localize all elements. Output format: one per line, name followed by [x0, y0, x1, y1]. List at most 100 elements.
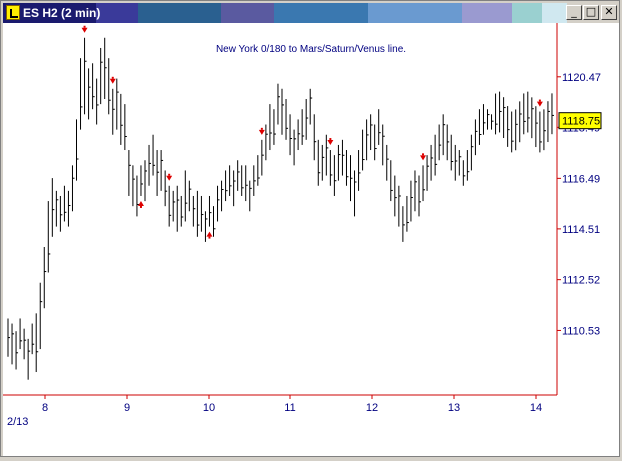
down-arrow-marker	[258, 129, 265, 135]
price-bar	[237, 160, 240, 191]
price-bar	[394, 175, 397, 217]
price-bar	[132, 165, 135, 207]
price-bars	[7, 37, 554, 380]
price-bar	[458, 150, 462, 176]
price-bar	[285, 99, 289, 140]
price-bar	[67, 190, 71, 227]
close-button[interactable]: ✕	[601, 5, 617, 20]
price-bar	[547, 101, 550, 143]
x-tick-label: 9	[124, 402, 130, 414]
price-bar	[152, 134, 156, 176]
price-bar	[313, 114, 317, 161]
price-bar	[333, 155, 337, 196]
maximize-button[interactable]: □	[583, 5, 599, 20]
price-bar	[59, 195, 63, 232]
price-bar	[51, 178, 55, 237]
price-bar	[96, 78, 99, 125]
minimize-button[interactable]: _	[566, 5, 582, 20]
price-bar	[253, 165, 256, 196]
up-arrow-marker	[206, 231, 213, 237]
price-bar	[362, 129, 365, 171]
price-bar	[35, 313, 39, 373]
x-tick-label: 11	[284, 402, 295, 414]
price-bar	[15, 331, 19, 370]
price-bar	[515, 109, 518, 151]
price-bar	[289, 114, 293, 156]
price-bar	[374, 124, 377, 161]
price-bar	[527, 91, 530, 133]
price-bar	[221, 180, 224, 212]
x-tick-label: 10	[203, 402, 215, 414]
x-tick-label: 12	[366, 402, 378, 414]
price-bar	[422, 165, 426, 202]
x-tick-label: 8	[42, 402, 48, 414]
price-bar	[140, 165, 143, 196]
price-bar	[112, 88, 115, 135]
price-bar	[19, 318, 23, 350]
x-tick-label: 14	[530, 402, 542, 414]
price-bar	[297, 119, 301, 151]
down-arrow-marker	[420, 155, 427, 161]
price-bar	[31, 323, 35, 355]
price-bar	[446, 124, 450, 161]
price-bar	[511, 111, 514, 153]
title-stripe	[3, 3, 97, 23]
price-bar	[144, 160, 147, 202]
price-bar	[470, 134, 474, 171]
price-bar	[124, 104, 127, 151]
price-bar	[539, 111, 542, 153]
price-bar	[495, 93, 498, 135]
y-tick-label: 1120.47	[562, 72, 601, 84]
price-bar	[442, 114, 446, 156]
price-bar	[406, 195, 409, 232]
price-bar	[402, 206, 405, 242]
price-bar	[92, 63, 95, 110]
price-bar	[410, 180, 413, 222]
price-bar	[208, 195, 212, 227]
price-bar	[71, 165, 75, 212]
price-bar	[196, 190, 200, 237]
price-bar	[265, 124, 268, 161]
price-bar	[414, 170, 417, 212]
price-bar	[120, 93, 123, 145]
price-bar	[523, 93, 526, 135]
price-bar	[293, 129, 297, 166]
chart-app-icon[interactable]	[6, 5, 20, 20]
down-arrow-marker	[109, 78, 116, 84]
turn-markers	[81, 25, 543, 239]
price-bar	[249, 180, 252, 212]
price-bar	[204, 211, 208, 242]
price-bar	[543, 109, 546, 151]
y-axis: 1120.471118.491116.491114.511112.521110.…	[557, 72, 601, 337]
price-bar	[478, 109, 482, 145]
price-bar	[136, 175, 139, 217]
title-bar[interactable]: ES H2 (2 min) _ □ ✕	[3, 3, 619, 23]
price-bar	[76, 119, 79, 181]
title-stripe	[273, 3, 369, 23]
price-bar	[43, 247, 47, 309]
price-bar	[454, 144, 458, 181]
price-bar	[321, 144, 325, 181]
price-bar	[229, 165, 232, 196]
price-bar	[350, 155, 353, 202]
price-bar	[184, 170, 188, 222]
price-bar	[84, 37, 87, 115]
price-bar	[345, 150, 349, 186]
price-bar	[172, 190, 176, 222]
title-stripe	[462, 3, 513, 23]
price-bar	[273, 109, 276, 145]
price-bar	[217, 185, 220, 222]
price-bar	[551, 93, 554, 135]
price-chart[interactable]: 1120.471118.491116.491114.511112.521110.…	[3, 23, 619, 456]
price-bar	[180, 195, 184, 227]
chart-area[interactable]: 1120.471118.491116.491114.511112.521110.…	[3, 23, 619, 456]
x-tick-label: 13	[448, 402, 460, 414]
price-bar	[366, 119, 369, 161]
last-price-marker: 1118.75	[558, 112, 602, 130]
last-price-value: 1118.75	[562, 116, 600, 128]
price-bar	[63, 185, 67, 222]
price-bar	[80, 58, 83, 130]
price-bar	[487, 109, 490, 130]
price-bar	[337, 144, 341, 181]
price-bar	[309, 88, 313, 125]
